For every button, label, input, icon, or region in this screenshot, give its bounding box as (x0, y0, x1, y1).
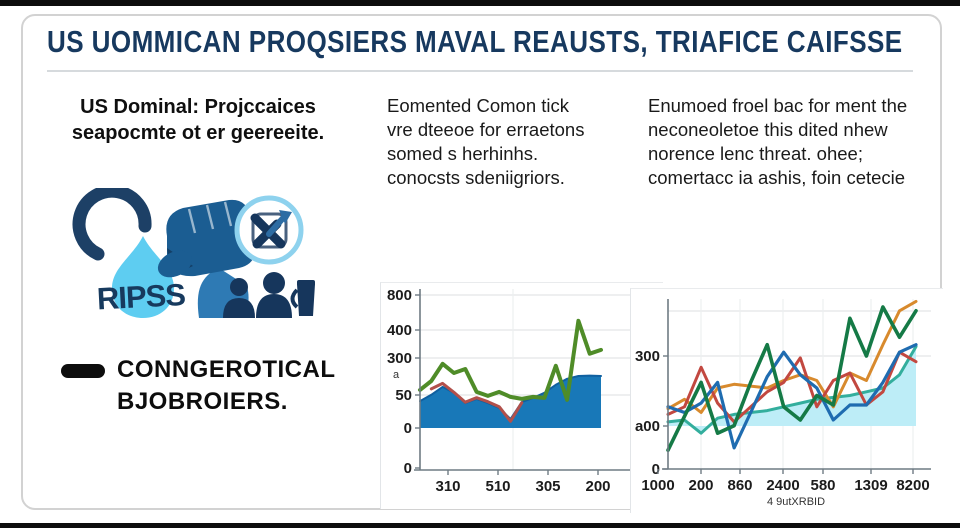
svg-text:4 9utXRBID: 4 9utXRBID (767, 496, 825, 508)
content-card: US UOMMICAN PROQSIERS MAVAL REAUSTS, TRI… (21, 14, 943, 513)
no-x-arrow-icon (234, 195, 304, 265)
jug-icon (290, 280, 315, 316)
header-divider (47, 70, 913, 72)
svg-text:2400: 2400 (766, 477, 799, 494)
svg-text:800: 800 (387, 287, 412, 304)
svg-text:0: 0 (404, 460, 412, 477)
intro-text-middle: Eomented Comon tick vre dteeoe for errae… (387, 95, 585, 189)
intro-text-right: Enumoed froel bac for ment the neconeole… (648, 95, 908, 189)
left-chart: 800 400 300 50 0 0 310 510 305 200 a (387, 287, 659, 495)
drop-label: RIPSS (96, 277, 186, 317)
svg-text:300: 300 (387, 350, 412, 367)
svg-text:200: 200 (688, 477, 713, 494)
people-icon (223, 272, 292, 318)
svg-text:a00: a00 (635, 418, 660, 435)
svg-text:200: 200 (585, 478, 610, 495)
left-chart-panel: 800 400 300 50 0 0 310 510 305 200 a (380, 282, 663, 509)
dash-bullet-icon (61, 364, 105, 378)
bottom-border-bar (0, 523, 960, 528)
svg-text:310: 310 (435, 478, 460, 495)
water-drop-icon (112, 236, 174, 318)
hero-illustration: RIPSS (72, 188, 315, 318)
svg-text:300: 300 (635, 348, 660, 365)
svg-text:50: 50 (395, 387, 412, 404)
intro-text-left: US Dominal: Projccaices seapocmte ot er … (71, 96, 325, 144)
top-border-bar (0, 0, 960, 6)
svg-text:a: a (393, 369, 400, 381)
svg-text:0: 0 (652, 461, 660, 478)
page-title: US UOMMICAN PROQSIERS MAVAL REAUSTS, TRI… (47, 24, 903, 59)
ring-icon (72, 188, 152, 261)
svg-text:580: 580 (810, 477, 835, 494)
svg-text:1309: 1309 (854, 477, 887, 494)
key-point: CONNGEROTICAL BJOBROIERS. (61, 354, 335, 419)
right-chart-panel: 300 a00 0 1000 200 860 2400 580 1309 8200 4 9utXRB… (630, 288, 943, 513)
svg-text:8200: 8200 (896, 477, 929, 494)
svg-text:0: 0 (404, 420, 412, 437)
key-point-label: CONNGEROTICAL BJOBROIERS. (117, 356, 336, 416)
svg-text:510: 510 (485, 478, 510, 495)
svg-text:860: 860 (727, 477, 752, 494)
svg-text:1000: 1000 (641, 477, 674, 494)
svg-text:305: 305 (535, 478, 560, 495)
svg-text:400: 400 (387, 322, 412, 339)
